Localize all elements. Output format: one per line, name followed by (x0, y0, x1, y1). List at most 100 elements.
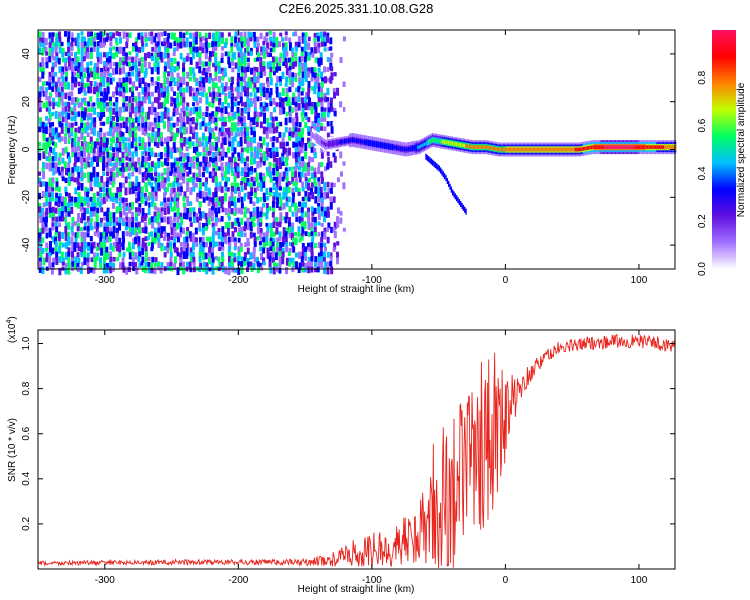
spectrogram-signal-cell (662, 145, 665, 149)
spectrogram-signal-cell (485, 145, 487, 149)
spectrogram-noise-cell (49, 37, 53, 45)
spectrogram-noise-cell (201, 71, 205, 76)
spectrogram-noise-cell (201, 141, 205, 147)
spectrogram-signal-cell (601, 145, 603, 149)
spectrogram-noise-cell (230, 82, 234, 90)
spectrogram-noise-cell (218, 117, 222, 122)
spectrogram-noise-cell (234, 42, 238, 50)
spectrogram-noise-cell (146, 86, 150, 92)
spectrogram-noise-cell (58, 137, 62, 143)
spectrogram-noise-cell (51, 76, 55, 84)
spectrogram-noise-cell (185, 247, 189, 256)
spectrogram-noise-cell (166, 97, 170, 104)
spectrogram-noise-cell (92, 211, 96, 217)
spectrogram-noise-cell (266, 171, 270, 177)
spectrogram-noise-cell (297, 157, 301, 165)
spectrogram-noise-cell (154, 172, 158, 177)
spectrogram-noise-cell (276, 76, 280, 83)
spectrogram-noise-cell (111, 202, 115, 209)
spectrogram-noise-cell (284, 147, 288, 154)
spectrogram-noise-cell (221, 246, 225, 251)
spectrogram-noise-cell (163, 157, 167, 163)
spectrogram-noise-cell (131, 227, 135, 236)
spectrogram-noise-cell (141, 77, 145, 84)
spectrogram-noise-cell (214, 241, 218, 247)
spectrogram-noise-cell (173, 197, 177, 204)
spectrogram-noise-cell (227, 132, 231, 139)
spectrogram-noise-cell (83, 82, 87, 89)
spectrogram-noise-cell (176, 117, 180, 123)
spectrogram-noise-cell (188, 136, 192, 145)
spectrogram-noise-cell (256, 252, 260, 259)
spectrogram-noise-cell (272, 217, 276, 225)
spectrogram-noise-cell (240, 41, 244, 48)
spectrogram-noise-cell (292, 261, 296, 268)
spectrogram-noise-cell (118, 262, 122, 269)
spectrogram-noise-cell (313, 231, 317, 237)
spectrogram-noise-cell (173, 237, 177, 244)
spectrogram-noise-cell (182, 227, 186, 234)
spectrogram-noise-cell (102, 192, 106, 198)
spectrogram-noise-cell (137, 256, 141, 263)
spectrogram-noise-cell (105, 187, 109, 196)
spectrogram-noise-cell (58, 47, 62, 54)
spectrogram-noise-cell (285, 182, 289, 190)
spectrogram-noise-cell (250, 127, 254, 136)
spectrogram-noise-cell (214, 222, 218, 227)
spectrogram-noise-cell (61, 196, 65, 202)
spectrogram-noise-cell (314, 57, 318, 64)
spectrogram-noise-cell (41, 57, 45, 65)
spectrogram-noise-cell (150, 77, 154, 83)
spectrogram-noise-cell (336, 221, 340, 228)
spectrogram-signal-cell (329, 142, 331, 146)
spectrogram-noise-cell (221, 46, 225, 51)
spectrogram-noise-cell (183, 191, 187, 199)
spectrogram-noise-cell (330, 121, 334, 127)
spectrogram-noise-cell (170, 131, 174, 139)
spectrogram-noise-cell (307, 177, 311, 183)
spectrogram-noise-cell (105, 102, 109, 107)
spectrogram-signal-cell (598, 145, 601, 149)
spectrogram-noise-cell (329, 187, 333, 194)
spectrogram-noise-cell (180, 122, 184, 130)
spectrogram-noise-cell (212, 146, 216, 151)
spectrogram-noise-cell (240, 171, 244, 177)
spectrogram-noise-cell (278, 231, 282, 239)
spectrogram-noise-cell (83, 67, 87, 73)
spectrogram-signal-cell (613, 145, 615, 149)
spectrogram-noise-cell (121, 172, 125, 178)
spectrogram-noise-cell (202, 152, 206, 159)
spectrogram-noise-cell (86, 41, 90, 47)
spectrogram-noise-cell (141, 207, 145, 214)
spectrogram-noise-cell (285, 92, 289, 98)
spectrogram-noise-cell (208, 196, 212, 203)
spectrogram-noise-cell (86, 31, 90, 37)
spectrogram-signal-cell (459, 143, 462, 147)
spectrogram-noise-cell (144, 37, 148, 43)
spectrogram-noise-cell (189, 247, 193, 254)
spectrogram-noise-cell (244, 81, 248, 87)
spectrogram-noise-cell (313, 207, 317, 214)
spectrogram-noise-cell (326, 112, 330, 118)
spectrogram-noise-cell (179, 186, 183, 193)
spectrogram-noise-cell (310, 172, 314, 179)
spectrogram-noise-cell (311, 71, 315, 78)
spectrogram-noise-cell (317, 221, 321, 226)
spectrogram-noise-cell (70, 226, 74, 233)
spectrogram-signal-cell (665, 145, 667, 149)
spectrogram-noise-cell (41, 167, 45, 174)
spectrogram-noise-cell (109, 137, 113, 143)
spectrogram-noise-cell (297, 267, 301, 274)
spectrogram-noise-cell (281, 137, 285, 143)
spectrogram-noise-cell (313, 177, 317, 184)
spectrogram-noise-cell (39, 216, 43, 224)
spectrogram-noise-cell (137, 211, 141, 217)
spectrogram-noise-cell (52, 97, 56, 104)
spectrogram-noise-cell (45, 87, 49, 93)
spectrogram-noise-cell (163, 216, 167, 223)
spectrogram-noise-cell (111, 156, 115, 162)
spectrogram-noise-cell (185, 146, 189, 152)
spectrogram-noise-cell (211, 97, 215, 105)
spectrogram-noise-cell (48, 227, 52, 233)
spectrogram-noise-cell (195, 52, 199, 57)
